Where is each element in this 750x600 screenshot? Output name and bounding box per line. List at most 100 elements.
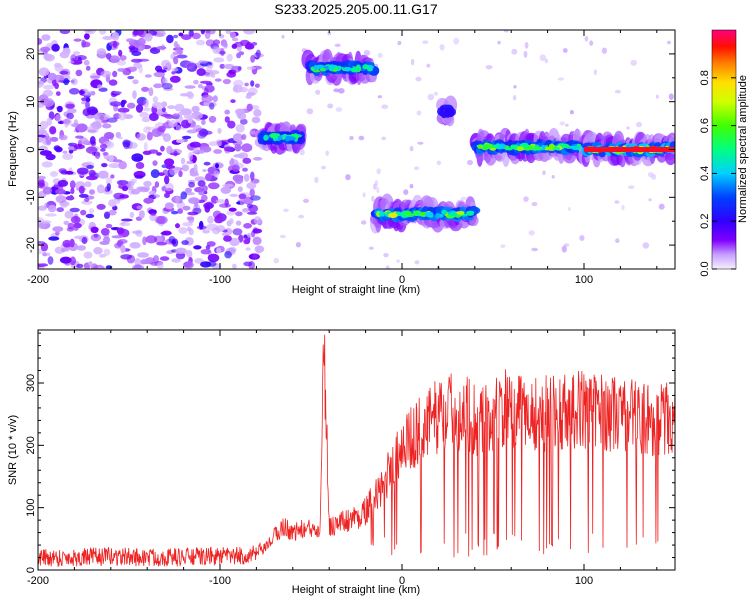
noise-blob-faint: [658, 203, 665, 210]
noise-blob: [173, 166, 180, 174]
noise-blob: [73, 144, 85, 150]
snr-x-tick-label: -200: [27, 575, 49, 587]
spectrogram-x-label: Height of straight line (km): [292, 284, 420, 296]
noise-blob-faint: [531, 247, 538, 252]
noise-blob: [38, 182, 46, 189]
noise-blob: [189, 172, 200, 177]
noise-blob: [205, 173, 212, 182]
noise-blob-faint: [363, 49, 371, 56]
noise-blob-faint: [539, 54, 546, 62]
noise-blob: [66, 112, 74, 120]
noise-blob: [38, 80, 44, 85]
noise-blob-faint: [358, 135, 365, 141]
ridge-core: [532, 146, 543, 151]
noise-blob: [132, 230, 142, 234]
noise-blob: [221, 232, 228, 236]
noise-blob-faint: [524, 42, 529, 49]
noise-blob: [223, 63, 235, 70]
noise-blob: [181, 164, 190, 172]
noise-blob: [106, 183, 112, 192]
noise-blob: [69, 180, 76, 189]
noise-blob: [196, 39, 205, 46]
noise-blob: [41, 34, 51, 41]
noise-blob: [108, 209, 117, 216]
noise-blob: [75, 135, 84, 139]
noise-blob: [156, 152, 162, 156]
noise-blob: [215, 163, 219, 169]
noise-blob: [226, 53, 233, 62]
noise-blob: [188, 151, 194, 161]
noise-blob-faint: [614, 89, 622, 94]
noise-blob: [144, 74, 152, 78]
noise-blob-faint: [460, 196, 467, 201]
noise-blob: [138, 65, 143, 74]
noise-blob: [232, 164, 240, 172]
noise-blob: [52, 226, 64, 233]
noise-blob-faint: [500, 244, 506, 248]
noise-blob: [138, 210, 145, 219]
noise-blob: [141, 116, 151, 123]
noise-blob: [162, 133, 171, 142]
noise-blob: [132, 264, 145, 269]
noise-blob: [244, 82, 249, 87]
noise-blob: [252, 236, 262, 245]
noise-blob: [243, 223, 253, 229]
noise-blob-faint: [642, 242, 650, 249]
noise-blob: [96, 184, 105, 194]
noise-blob: [197, 83, 203, 89]
noise-blob: [138, 187, 149, 193]
noise-blob: [83, 251, 93, 259]
noise-blob: [246, 66, 257, 70]
noise-blob: [55, 188, 66, 195]
noise-blob: [161, 59, 171, 68]
noise-blob: [39, 120, 49, 130]
noise-blob-faint: [320, 165, 327, 170]
noise-blob: [46, 117, 53, 126]
noise-blob-faint: [565, 123, 569, 127]
noise-blob: [129, 211, 135, 218]
noise-blob: [250, 55, 256, 63]
noise-blob: [215, 199, 226, 204]
noise-blob: [110, 174, 115, 179]
ridge-core: [444, 108, 450, 114]
snr-y-tick-label: 100: [25, 498, 37, 516]
ridge-core: [485, 145, 495, 149]
noise-blob-faint: [562, 48, 568, 53]
noise-blob: [38, 38, 43, 45]
noise-blob: [83, 59, 90, 66]
noise-blob: [200, 80, 212, 84]
noise-blob: [120, 244, 126, 254]
noise-blob: [168, 120, 178, 128]
noise-blob: [53, 145, 61, 152]
noise-blob: [188, 181, 196, 188]
noise-blob: [76, 263, 84, 269]
noise-blob: [161, 186, 167, 192]
noise-blob-faint: [589, 40, 594, 46]
noise-blob: [175, 196, 180, 204]
noise-blob: [132, 79, 139, 85]
noise-blob: [191, 105, 200, 113]
ridge-core: [404, 210, 412, 216]
noise-blob: [185, 61, 196, 69]
noise-blob: [101, 163, 108, 168]
noise-blob: [188, 197, 200, 205]
noise-blob: [55, 195, 67, 204]
noise-blob: [90, 91, 96, 96]
noise-blob: [40, 242, 49, 252]
noise-blob-faint: [377, 95, 383, 99]
noise-blob: [85, 65, 91, 71]
noise-blob: [48, 111, 55, 120]
noise-blob: [201, 94, 213, 103]
noise-blob: [198, 191, 205, 196]
noise-blob: [39, 150, 52, 156]
noise-blob-faint: [651, 173, 657, 180]
noise-blob: [242, 157, 252, 164]
noise-blob: [161, 164, 167, 168]
noise-blob: [40, 220, 52, 224]
noise-blob: [208, 182, 220, 190]
noise-blob: [69, 256, 76, 266]
noise-blob: [81, 200, 93, 205]
noise-blob: [235, 220, 242, 226]
noise-blob: [203, 161, 211, 166]
noise-blob: [90, 75, 101, 79]
